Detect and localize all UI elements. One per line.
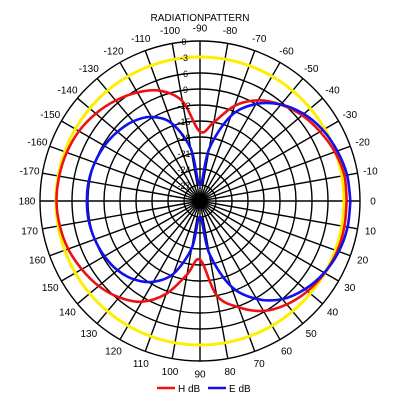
angle-label: 20 xyxy=(357,256,369,267)
grid-spoke xyxy=(199,200,281,340)
angle-label: 150 xyxy=(42,283,59,294)
angle-label: -70 xyxy=(252,34,267,45)
angle-label: 140 xyxy=(59,308,76,319)
angle-label: -60 xyxy=(279,47,294,58)
radial-tick-label: 0 xyxy=(181,37,186,47)
grid-spoke xyxy=(96,77,201,202)
series-line-h xyxy=(55,88,348,313)
angle-label: 120 xyxy=(105,346,122,357)
grid-spoke xyxy=(49,200,201,257)
angle-label: -120 xyxy=(103,47,123,58)
series-group xyxy=(55,88,352,313)
angle-label: 90 xyxy=(194,370,206,381)
grid-spoke xyxy=(49,145,201,202)
angle-label: -30 xyxy=(343,110,358,121)
radial-tick-label: -6 xyxy=(180,69,188,79)
angle-label: 30 xyxy=(344,283,356,294)
angle-label: -130 xyxy=(79,64,99,75)
angle-label: 0 xyxy=(370,197,376,208)
grid-spoke xyxy=(61,120,201,202)
grid-spoke xyxy=(171,43,201,202)
grid-spoke xyxy=(199,200,351,257)
grid-spoke xyxy=(96,200,201,325)
angle-label: 100 xyxy=(162,367,179,378)
radial-tick-label: -21 xyxy=(177,149,190,159)
angle-label: -10 xyxy=(363,167,378,178)
angle-label: 50 xyxy=(306,329,318,340)
radial-tick-label: -9 xyxy=(180,85,188,95)
angle-label: -150 xyxy=(40,110,60,121)
angle-label: 170 xyxy=(21,227,38,238)
angle-label: 130 xyxy=(80,329,97,340)
grid-spoke xyxy=(199,200,229,359)
radial-tick-label: -18 xyxy=(177,133,190,143)
grid-spoke xyxy=(199,200,304,325)
angle-label: 10 xyxy=(365,227,377,238)
angle-labels: 0-10-20-30-40-50-60-70-80-90-100-110-120… xyxy=(19,24,378,381)
grid-spoke xyxy=(76,97,201,202)
angle-label: -20 xyxy=(355,137,370,148)
legend-label-e: E dB xyxy=(229,384,251,395)
angle-label: 60 xyxy=(281,346,293,357)
grid-spoke xyxy=(144,50,201,202)
grid-spoke xyxy=(144,200,201,352)
radial-tick-label: -3 xyxy=(180,53,188,63)
angle-label: -100 xyxy=(160,26,180,37)
grid-spoke xyxy=(199,77,304,202)
grid-spoke xyxy=(199,200,256,352)
grid-spoke xyxy=(199,50,256,202)
angle-label: 70 xyxy=(254,359,266,370)
angle-label: 160 xyxy=(29,256,46,267)
legend-label-h: H dB xyxy=(178,384,201,395)
grid-spoke xyxy=(61,200,201,282)
grid-spoke xyxy=(119,200,201,340)
chart-title: RADIATIONPATTERN xyxy=(151,13,250,24)
radial-tick-label: -24 xyxy=(177,165,190,175)
angle-label: -90 xyxy=(193,24,208,35)
grid-spoke xyxy=(199,120,339,202)
grid-spoke xyxy=(42,200,201,230)
angle-label: 180 xyxy=(19,197,36,208)
angle-label: -170 xyxy=(20,167,40,178)
series-line-e xyxy=(85,101,352,302)
angle-label: 110 xyxy=(133,359,149,370)
radial-tick-label: -27 xyxy=(177,181,190,191)
grid-spoke xyxy=(199,200,358,230)
angle-label: -140 xyxy=(57,85,77,96)
angle-label: -80 xyxy=(223,26,238,37)
angle-label: -40 xyxy=(325,85,340,96)
grid-spoke xyxy=(199,172,358,202)
grid-spoke xyxy=(199,200,324,305)
radial-tick-label: -12 xyxy=(177,101,190,111)
legend: H dB E dB xyxy=(157,384,251,395)
radial-tick-labels: 0 -3 -6 -9 -12 -15 -18 -21 -24 -27 xyxy=(177,37,190,191)
radial-tick-label: -15 xyxy=(177,117,190,127)
grid-spoke xyxy=(199,145,351,202)
angle-label: -160 xyxy=(27,137,47,148)
angle-label: -50 xyxy=(304,64,319,75)
angle-label: 80 xyxy=(224,367,236,378)
grid-spoke xyxy=(199,62,281,202)
grid-spoke xyxy=(42,172,201,202)
angle-label: 40 xyxy=(327,308,339,319)
grid-spoke xyxy=(119,62,201,202)
angle-label: -110 xyxy=(131,34,151,45)
grid-spoke xyxy=(199,200,339,282)
